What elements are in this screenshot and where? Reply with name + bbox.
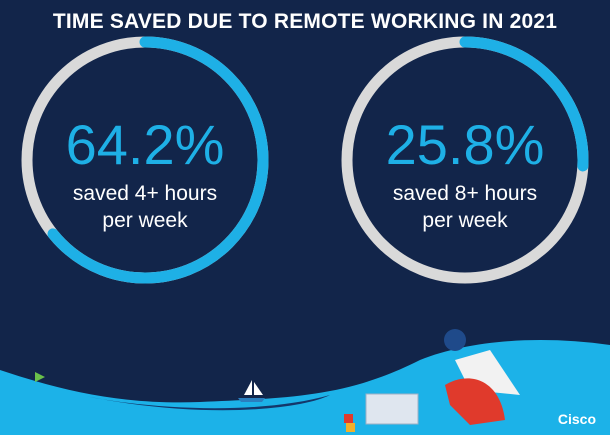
caption-line: per week (422, 209, 508, 232)
donut-right-caption: saved 8+ hours per week (345, 180, 585, 234)
donut-right-value: 25.8% (385, 113, 545, 176)
caption-line: saved 8+ hours (392, 182, 538, 205)
chart-title: TIME SAVED DUE TO REMOTE WORKING IN 2021 (52, 10, 558, 33)
donut-value-arc (21, 36, 269, 284)
donut-value-arc (341, 36, 589, 284)
donut-left-value: 64.2% (65, 113, 225, 176)
scenery-illustration (0, 329, 610, 435)
caption-line: saved 4+ hours (72, 182, 218, 205)
caption-line: per week (102, 209, 188, 232)
cisco-logo: Cisco (557, 411, 596, 427)
person-illustration (344, 329, 520, 432)
triangle-icon (35, 372, 45, 382)
donut-left-caption: saved 4+ hours per week (25, 180, 265, 234)
sailboat-icon (238, 380, 265, 402)
